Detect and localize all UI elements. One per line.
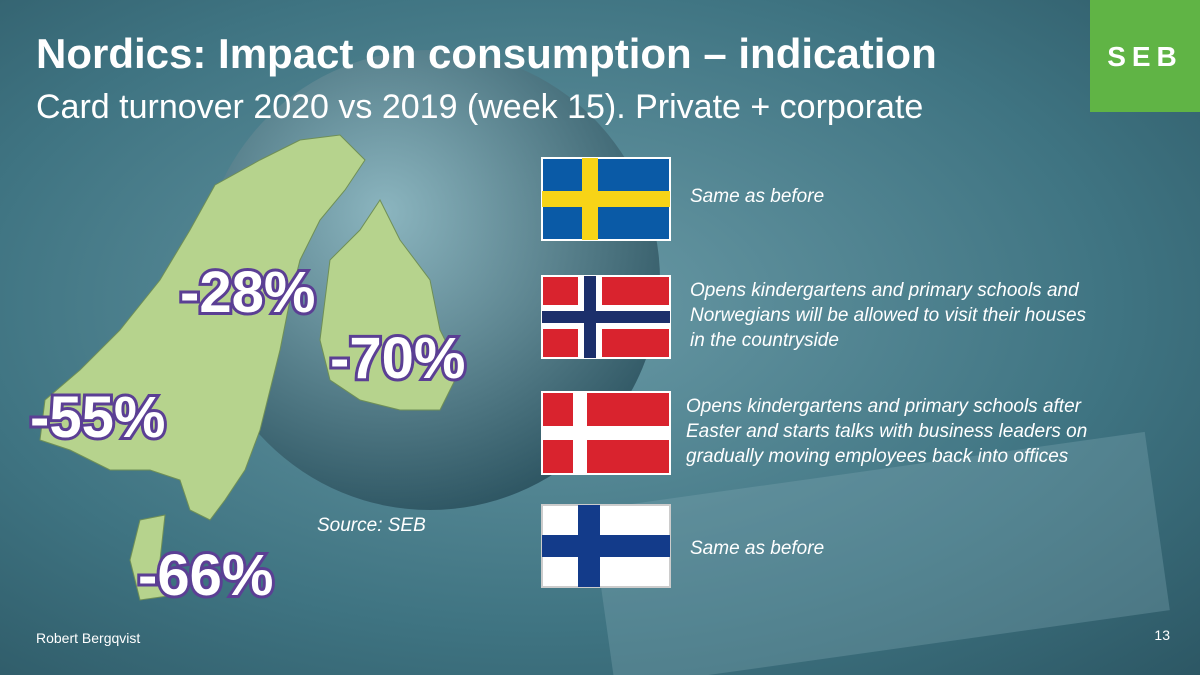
author: Robert Bergqvist [36,630,140,646]
map-label: -55% [30,385,165,450]
flag-note: Norwegians will be allowed to visit thei… [690,305,1087,326]
flag-note: Same as before [690,538,824,559]
map-label: -70% [330,326,465,391]
flag-note: Same as before [690,186,824,207]
banknote [590,431,1170,675]
logo: SEB [1107,41,1183,72]
flag-denmark [541,391,671,475]
flag-note: Opens kindergartens and primary schools … [690,280,1080,301]
flag-note: Opens kindergartens and primary schools … [686,396,1082,417]
flag-note: in the countryside [690,330,839,351]
logo-box [1090,0,1200,112]
nordic-map [39,134,461,601]
map-label: -66% [138,543,273,608]
flag-note: gradually moving employees back into off… [686,446,1069,467]
flag-norway [541,275,671,359]
title: Nordics: Impact on consumption – indicat… [36,30,937,77]
flag-note: Easter and starts talks with business le… [686,421,1087,442]
source: Source: SEB [317,515,426,536]
flag-sweden [541,157,671,241]
page-number: 13 [1154,627,1170,643]
map-label: -28% [180,260,315,325]
subtitle: Card turnover 2020 vs 2019 (week 15). Pr… [36,88,923,126]
flag-finland [541,504,671,588]
